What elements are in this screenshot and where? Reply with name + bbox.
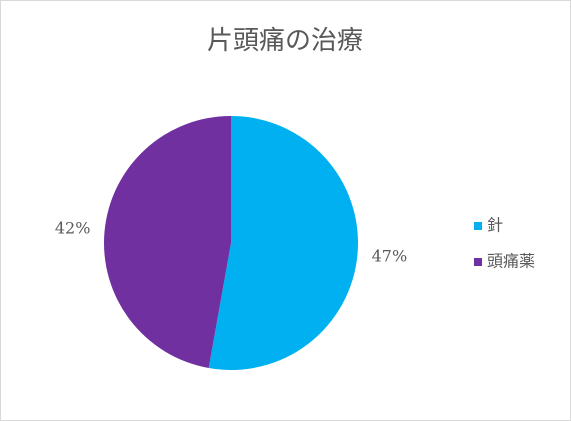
legend-label: 頭痛薬 bbox=[487, 252, 535, 271]
legend-swatch bbox=[474, 258, 482, 266]
pie-slice bbox=[103, 116, 231, 369]
legend-label: 針 bbox=[487, 216, 503, 235]
pie-slice bbox=[208, 116, 358, 370]
chart-title: 片頭痛の治療 bbox=[207, 26, 363, 56]
data-label: 42% bbox=[55, 218, 91, 237]
data-label: 47% bbox=[372, 247, 408, 266]
legend-swatch bbox=[474, 222, 482, 230]
